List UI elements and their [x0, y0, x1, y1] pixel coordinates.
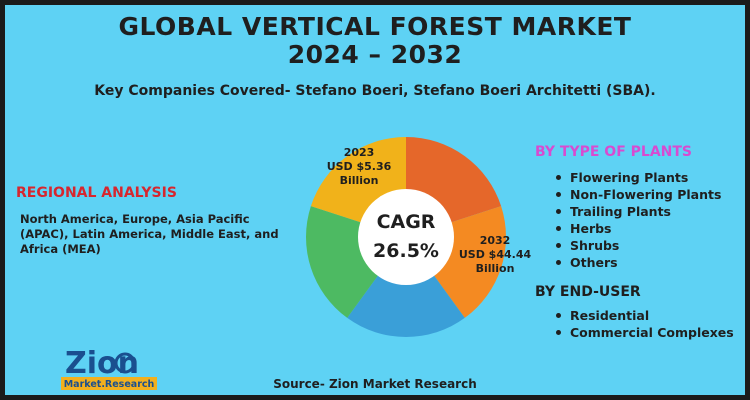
logo-text-main: Zion: [65, 346, 139, 381]
cagr-donut-chart: [305, 136, 507, 338]
list-item: Flowering Plants: [552, 169, 721, 186]
regional-analysis-heading: REGIONAL ANALYSIS: [16, 185, 177, 201]
annotation-2032: 2032 USD $44.44 Billion: [445, 234, 545, 276]
list-item: Others: [552, 254, 721, 271]
type-of-plants-list: Flowering Plants Non-Flowering Plants Tr…: [552, 169, 721, 271]
source-caption: Source- Zion Market Research: [273, 377, 477, 391]
list-item: Herbs: [552, 220, 721, 237]
list-item: Commercial Complexes: [552, 324, 734, 341]
key-companies-subtitle: Key Companies Covered- Stefano Boeri, St…: [94, 83, 656, 99]
title-line-2: 2024 – 2032: [287, 40, 463, 69]
cagr-value: 26.5%: [373, 240, 439, 262]
annotation-2023-year: 2023: [343, 146, 375, 159]
annotation-2032-unit: Billion: [475, 262, 515, 275]
end-user-heading: BY END-USER: [535, 284, 641, 300]
cagr-center-label: CAGR 26.5%: [357, 210, 455, 264]
list-item: Trailing Plants: [552, 203, 721, 220]
list-item: Shrubs: [552, 237, 721, 254]
cagr-title: CAGR: [376, 211, 436, 233]
annotation-2032-year: 2032: [479, 234, 511, 247]
donut-chart-svg: [306, 137, 506, 337]
annotation-2023-value: USD $5.36: [326, 160, 392, 173]
regional-analysis-text: North America, Europe, Asia Pacific (APA…: [20, 212, 279, 256]
pie-slice-3: [347, 237, 465, 337]
list-item: Non-Flowering Plants: [552, 186, 721, 203]
annotation-2032-value: USD $44.44: [458, 248, 532, 261]
logo-o-ring: [114, 352, 136, 374]
list-item: Residential: [552, 307, 734, 324]
end-user-list: Residential Commercial Complexes: [552, 307, 734, 341]
annotation-2023: 2023 USD $5.36 Billion: [311, 146, 407, 188]
logo-text-sub: Market.Research: [64, 379, 155, 390]
annotation-2023-unit: Billion: [339, 174, 379, 187]
zion-logo: Zion Market.Research: [43, 343, 173, 393]
donut-center-hole: [358, 189, 454, 285]
logo-banner: [61, 377, 157, 390]
title-line-1: GLOBAL VERTICAL FOREST MARKET: [118, 12, 632, 41]
page-title: GLOBAL VERTICAL FOREST MARKET 2024 – 203…: [5, 13, 745, 69]
type-of-plants-heading: BY TYPE OF PLANTS: [535, 144, 693, 160]
